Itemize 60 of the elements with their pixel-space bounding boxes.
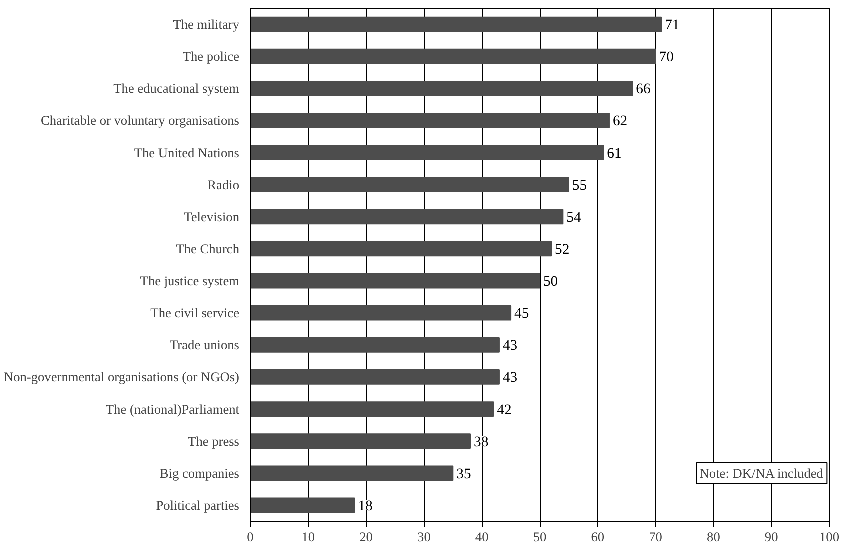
data-label: 61 bbox=[607, 146, 622, 162]
bar bbox=[250, 145, 604, 160]
data-label: 71 bbox=[665, 18, 680, 34]
y-tick-label: Trade unions bbox=[170, 338, 240, 353]
data-label: 54 bbox=[566, 210, 582, 226]
y-tick-label: The Church bbox=[176, 241, 240, 256]
data-label: 42 bbox=[497, 402, 512, 418]
bar bbox=[250, 241, 552, 257]
data-label: 50 bbox=[543, 274, 558, 290]
bar bbox=[250, 466, 454, 482]
bar bbox=[250, 209, 564, 225]
bar bbox=[250, 80, 634, 96]
annotation: Note: DK/NA included bbox=[700, 466, 824, 481]
bar bbox=[250, 402, 494, 417]
data-label: 66 bbox=[636, 82, 651, 98]
bar bbox=[250, 498, 356, 514]
bar bbox=[250, 16, 662, 32]
x-tick-label: 60 bbox=[591, 530, 605, 544]
y-tick-label: Charitable or voluntary organisations bbox=[40, 113, 240, 128]
x-tick-label: 70 bbox=[649, 530, 663, 544]
data-label: 55 bbox=[572, 178, 588, 194]
y-tick-label: Radio bbox=[208, 177, 240, 192]
y-tick-label: The press bbox=[188, 434, 240, 449]
x-tick-label: 90 bbox=[764, 530, 779, 544]
x-tick-label: 10 bbox=[302, 530, 316, 544]
y-tick-label: The educational system bbox=[114, 81, 240, 96]
bar bbox=[250, 337, 500, 353]
data-label: 18 bbox=[358, 498, 373, 514]
y-tick-label: The civil service bbox=[150, 306, 240, 321]
x-tick-label: 30 bbox=[418, 530, 432, 544]
data-label: 70 bbox=[659, 50, 674, 66]
bar bbox=[250, 113, 610, 128]
x-tick-label: 100 bbox=[820, 530, 840, 544]
y-tick-label: The police bbox=[182, 49, 240, 64]
bar bbox=[250, 434, 472, 450]
x-tick-label: 50 bbox=[533, 530, 547, 544]
x-tick-label: 80 bbox=[707, 530, 721, 544]
bar bbox=[250, 305, 512, 321]
data-label: 38 bbox=[474, 434, 489, 450]
x-tick-label: 40 bbox=[475, 530, 490, 544]
data-label: 52 bbox=[555, 242, 570, 258]
y-tick-label: The United Nations bbox=[134, 145, 240, 160]
y-tick-label: The military bbox=[173, 17, 240, 32]
bar bbox=[250, 370, 500, 385]
bar bbox=[250, 177, 570, 193]
data-label: 43 bbox=[502, 338, 518, 354]
y-tick-label: Political parties bbox=[156, 498, 240, 513]
y-tick-label: The (national)Parliament bbox=[106, 402, 240, 417]
data-label: 43 bbox=[502, 370, 518, 386]
x-tick-label: 0 bbox=[247, 530, 254, 544]
data-label: 45 bbox=[514, 306, 530, 322]
data-label: 62 bbox=[612, 114, 628, 130]
bar bbox=[250, 48, 656, 64]
bar bbox=[250, 273, 540, 289]
y-tick-label: Television bbox=[184, 209, 240, 224]
y-tick-label: Non-governmental organisations (or NGOs) bbox=[4, 370, 240, 385]
y-tick-label: The justice system bbox=[140, 274, 240, 289]
y-tick-label: Big companies bbox=[160, 466, 240, 481]
x-tick-label: 20 bbox=[360, 530, 374, 544]
data-label: 35 bbox=[456, 466, 472, 482]
